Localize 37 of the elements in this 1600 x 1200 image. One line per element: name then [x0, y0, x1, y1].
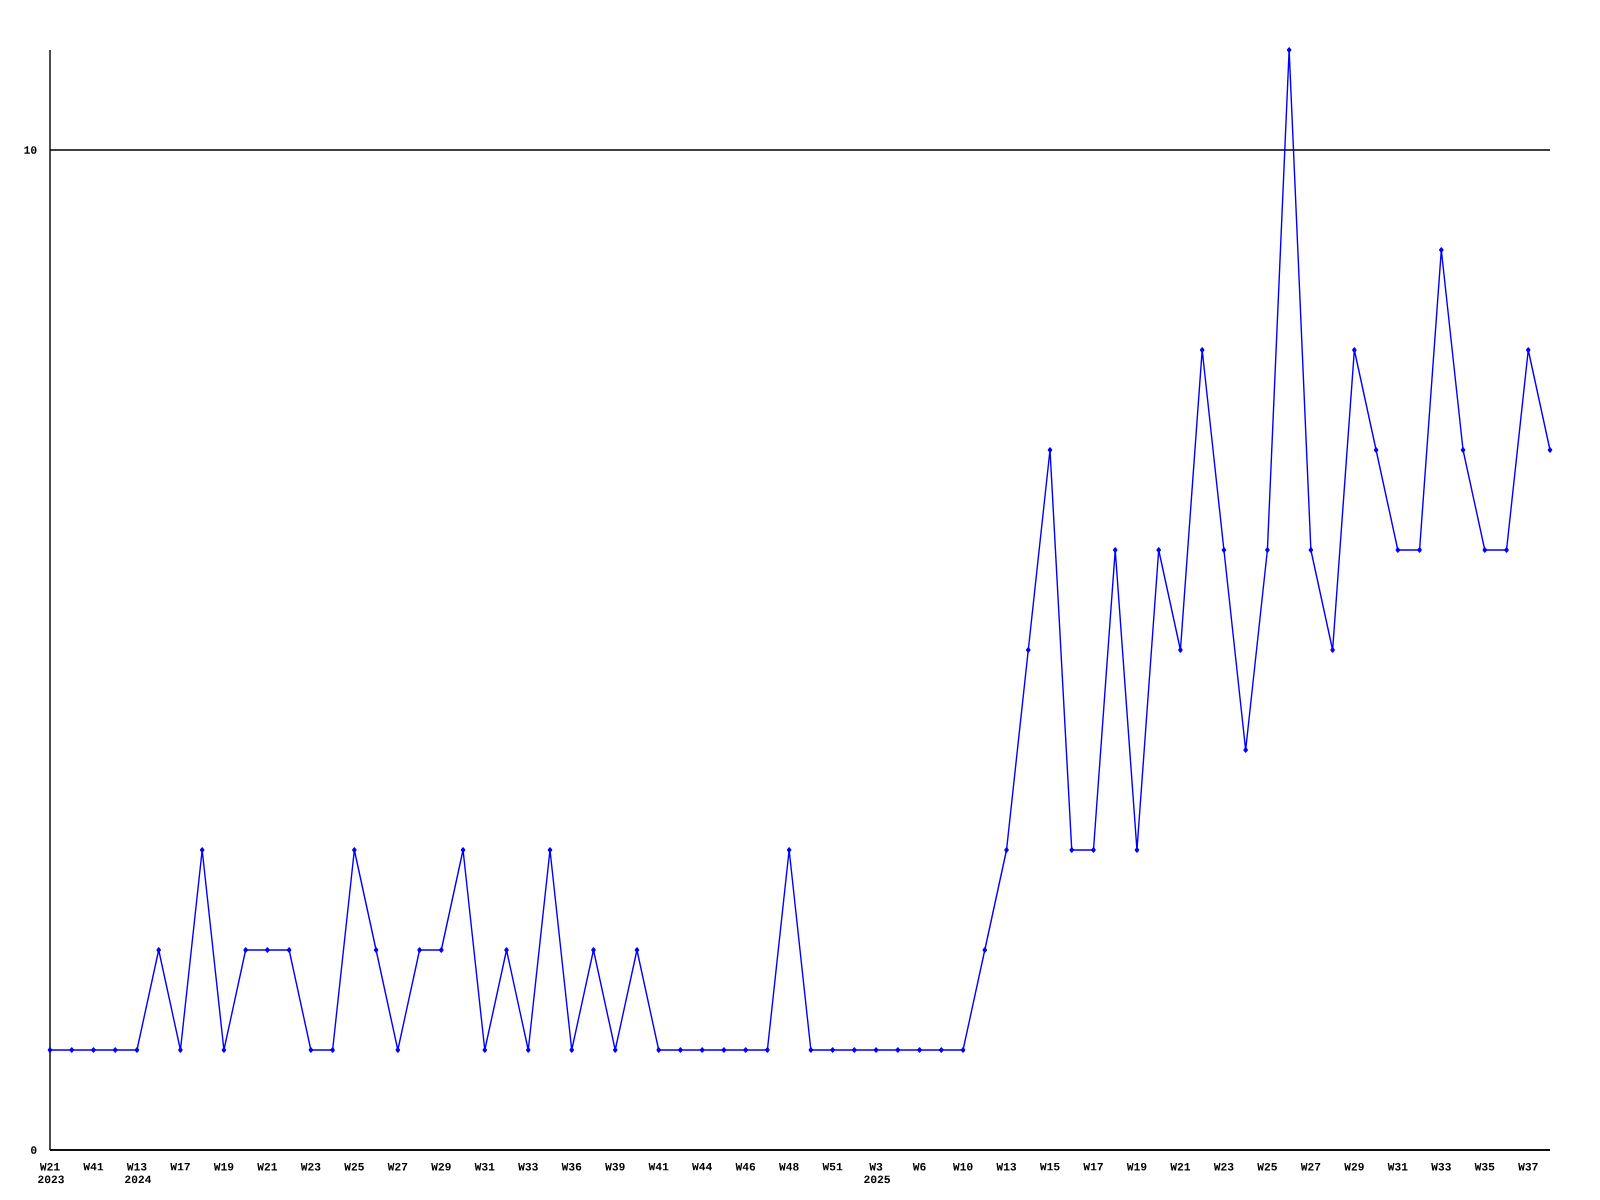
x-tick-label: W31: [1387, 1162, 1408, 1171]
x-tick-label: W37: [1518, 1162, 1538, 1171]
x-tick-label: W48: [779, 1162, 799, 1171]
x-tick-label: W25: [1257, 1162, 1277, 1171]
x-tick-label: W19: [1126, 1162, 1147, 1171]
x-tick-label: W27: [1300, 1162, 1321, 1171]
x-tick-label: W23: [1213, 1162, 1234, 1171]
x-tick-label: W44: [692, 1162, 712, 1171]
x-tick-label: W23: [300, 1162, 321, 1171]
x-tick-label: W51: [822, 1162, 843, 1171]
x-tick-label: W21: [257, 1162, 278, 1171]
x-tick-label: W33: [1431, 1162, 1451, 1171]
x-tick-label: W31: [474, 1162, 495, 1171]
x-tick-label: W13: [996, 1162, 1017, 1171]
x-tick-label: W3 2025: [864, 1162, 891, 1184]
y-tick-label: 0: [31, 1146, 37, 1154]
x-tick-label: W39: [605, 1162, 625, 1171]
x-tick-label: W10: [952, 1162, 973, 1171]
x-tick-label: W29: [431, 1162, 451, 1171]
y-tick-label: 10: [24, 146, 37, 154]
x-tick-label: W27: [387, 1162, 408, 1171]
x-tick-label: W15: [1039, 1162, 1060, 1171]
x-tick-label: W17: [170, 1162, 190, 1171]
x-tick-label: W19: [213, 1162, 234, 1171]
x-tick-label: W13 2024: [125, 1162, 152, 1184]
x-tick-label: W41: [83, 1162, 104, 1171]
x-tick-label: W36: [561, 1162, 582, 1171]
x-tick-label: W17: [1083, 1162, 1103, 1171]
x-tick-label: W41: [648, 1162, 669, 1171]
x-tick-label: W35: [1474, 1162, 1495, 1171]
x-tick-label: W25: [344, 1162, 364, 1171]
x-tick-label: W21 2023: [38, 1162, 64, 1184]
x-tick-label: W6: [912, 1162, 926, 1171]
x-tick-label: W46: [735, 1162, 756, 1171]
x-tick-label: W29: [1344, 1162, 1364, 1171]
x-tick-label: W21: [1170, 1162, 1191, 1171]
x-tick-label: W33: [518, 1162, 538, 1171]
